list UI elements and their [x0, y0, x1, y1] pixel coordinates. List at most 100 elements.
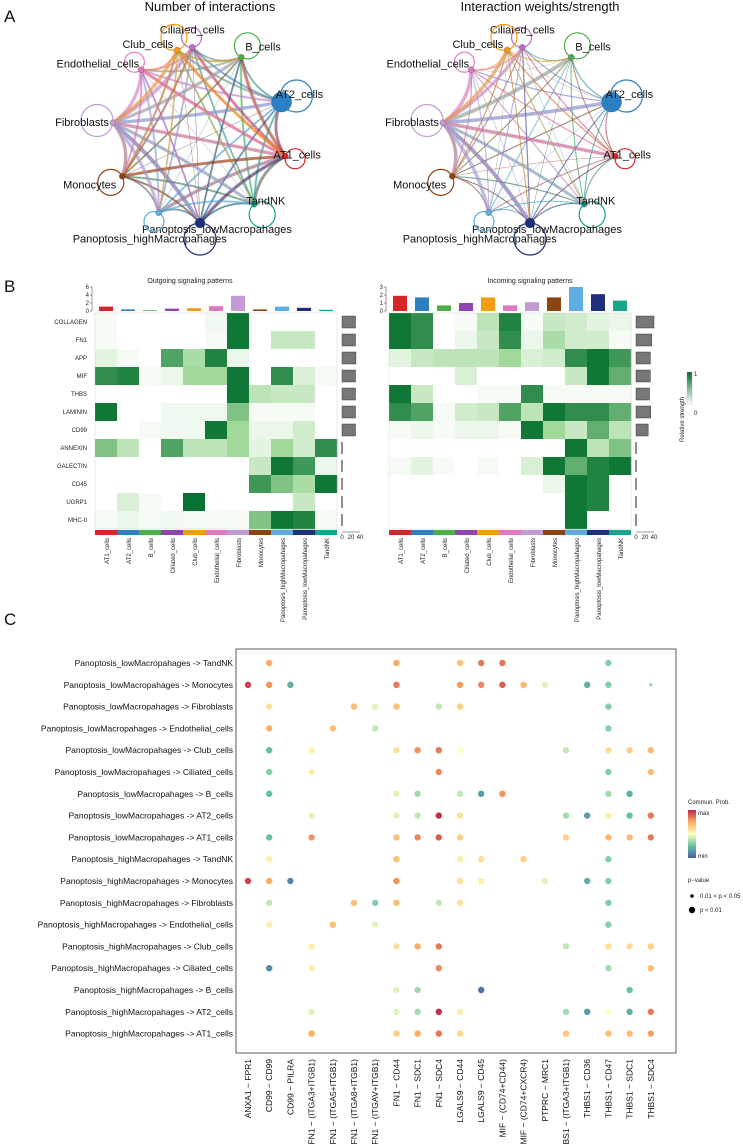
- incoming-cell-GALECTIN-B_cells: [433, 457, 456, 476]
- dot-6-17: [605, 790, 612, 797]
- outgoing-cell-MIF-Monocytes: [249, 367, 272, 386]
- outgoing-color-strip-TandNK: [315, 530, 337, 535]
- dot-14-3: [308, 965, 315, 972]
- pair-label-15: Panoptosis_highMacropahages -> B_cells: [74, 985, 233, 995]
- incoming-cell-MIF-Fibroblasts: [521, 367, 544, 386]
- node-label-AT1_cells: AT1_cells: [603, 149, 651, 161]
- dot-0-12: [499, 659, 506, 667]
- outgoing-total-bar-TandNK: [319, 309, 333, 311]
- heatmap-title-outgoing: Outgoing signaling patterns: [147, 278, 233, 285]
- outgoing-cell-LAMININ-Endothelial_cells: [205, 403, 228, 422]
- outgoing-color-strip-Panoptosis_lowMacropahages: [293, 530, 315, 535]
- outgoing-cell-CD99-TandNK: [315, 421, 338, 440]
- incoming-cell-ANNEXIN-Monocytes: [543, 439, 566, 458]
- dot-12-6: [372, 921, 379, 928]
- incoming-cell-GALECTIN-Panoptosis_highMacropahages: [565, 457, 588, 476]
- incoming-cell-COLLAGEN-Endothelial_cells: [499, 313, 522, 332]
- lr-label-14: PTPRC − MRC1: [540, 1059, 550, 1122]
- node-label-Panoptosis_lowMacropahages: Panoptosis_lowMacropahages: [472, 224, 622, 236]
- network-weight: Ciliated_cells B_cells AT2_cells AT1_cells T…: [385, 23, 654, 256]
- edge-B_cells-to-Club_cells: [176, 49, 242, 63]
- edge-TandNK-to-Monocytes: [122, 175, 255, 206]
- dot-13-15: [562, 943, 570, 950]
- dot-16-10: [456, 1008, 464, 1015]
- outgoing-cell-FN1-Endothelial_cells: [205, 331, 228, 350]
- edge-Panoptosis_highMacropahages-to-TandNK: [488, 200, 585, 214]
- outgoing-cell-COLLAGEN-Panoptosis_lowMacropahages: [293, 313, 316, 332]
- edge-TandNK-to-Panoptosis_highMacropahages: [488, 200, 585, 214]
- lr-label-1: CD99 − CD99: [264, 1059, 274, 1112]
- incoming-row-bar-LAMININ: [635, 405, 652, 419]
- edge-AT1_cells-to-Ciliated_cells: [191, 46, 287, 158]
- dot-4-7: [393, 747, 400, 754]
- self-loop-Endothelial_cells: [123, 51, 145, 73]
- dot-14-19: [647, 965, 654, 972]
- incoming-cell-COLLAGEN-Panoptosis_lowMacropahages: [587, 313, 610, 332]
- edge-Endothelial_cells-to-Ciliated_cells: [471, 46, 523, 71]
- outgoing-cell-FN1-Monocytes: [249, 331, 272, 350]
- outgoing-top-tick-label-2: 4: [86, 293, 90, 299]
- edge-AT2_cells-to-Panoptosis_lowMacropahages: [529, 101, 613, 224]
- lr-label-2: CD99 − PILRA: [285, 1059, 295, 1115]
- dot-14-1: [266, 965, 273, 972]
- dot-12-1: [266, 921, 273, 928]
- edge-AT2_cells-to-Fibroblasts: [442, 100, 612, 125]
- commun-prob-legend: Commun. Prob. max min: [688, 800, 730, 860]
- outgoing-cell-CD99-Ciliated_cells: [161, 421, 184, 440]
- incoming-row-axis-label-0: 0: [634, 535, 638, 541]
- dot-8-18: [626, 834, 633, 841]
- pair-label-4: Panoptosis_lowMacropahages -> Club_cells: [66, 745, 234, 755]
- edge-AT2_cells-to-Monocytes: [122, 101, 282, 177]
- relative-strength-max: 1: [694, 372, 698, 378]
- dot-7-18: [626, 812, 633, 819]
- incoming-cell-CD45-Fibroblasts: [521, 475, 544, 494]
- self-loop-Panoptosis_highMacropahages: [143, 210, 165, 233]
- edge-AT1_cells-to-Monocytes: [122, 155, 286, 178]
- incoming-cell-UGRP1-Ciliated_cells: [455, 493, 478, 512]
- node-label-Panoptosis_highMacropahages: Panoptosis_highMacropahages: [403, 234, 558, 246]
- edge-Panoptosis_lowMacropahages-to-Club_cells: [506, 49, 531, 224]
- edge-Fibroblasts-to-AT2_cells: [442, 100, 612, 125]
- outgoing-cell-GALECTIN-Monocytes: [249, 457, 272, 476]
- network-title-weight: Interaction weights/strength: [461, 0, 620, 14]
- lr-label-9: FN1 − SDC4: [434, 1059, 444, 1108]
- incoming-cell-LAMININ-TandNK: [609, 403, 632, 422]
- pair-label-10: Panoptosis_highMacropahages -> Monocytes: [60, 876, 233, 886]
- outgoing-total-bar-Ciliated_cells: [165, 308, 179, 311]
- outgoing-cell-CD45-Endothelial_cells: [205, 475, 228, 494]
- incoming-cell-LAMININ-B_cells: [433, 403, 456, 422]
- outgoing-cell-APP-B_cells: [139, 349, 162, 368]
- incoming-color-strip-B_cells: [433, 530, 455, 535]
- incoming-cell-LAMININ-Fibroblasts: [521, 403, 544, 422]
- outgoing-cell-MHC-II-TandNK: [315, 511, 338, 530]
- outgoing-cell-ANNEXIN-Club_cells: [183, 439, 206, 458]
- incoming-col-label-Club_cells: Club_cells: [487, 538, 493, 566]
- edge-Monocytes-to-AT2_cells: [452, 101, 612, 177]
- outgoing-cell-GALECTIN-Fibroblasts: [227, 457, 250, 476]
- outgoing-cell-APP-Monocytes: [249, 349, 272, 368]
- dot-17-15: [562, 1030, 570, 1037]
- dot-2-9: [435, 703, 442, 710]
- dot-4-8: [414, 747, 421, 754]
- outgoing-col-label-AT2_cells: AT2_cells: [127, 538, 133, 564]
- dot-3-4: [329, 725, 336, 732]
- dot-10-2: [287, 877, 294, 885]
- edge-TandNK-to-Fibroblasts: [112, 121, 256, 206]
- outgoing-cell-MIF-Fibroblasts: [227, 367, 250, 386]
- node-Ciliated_cells: [519, 44, 526, 51]
- edge-Panoptosis_lowMacropahages-to-TandNK: [529, 202, 585, 224]
- incoming-cell-THBS-AT1_cells: [389, 385, 412, 404]
- edge-Ciliated_cells-to-AT1_cells: [190, 46, 287, 158]
- pathway-label-MHC-II: MHC-II: [68, 518, 87, 524]
- edge-Endothelial_cells-to-AT1_cells: [470, 69, 616, 157]
- node-label-Endothelial_cells: Endothelial_cells: [387, 59, 470, 71]
- incoming-total-bar-Panoptosis_lowMacropahages: [591, 294, 605, 311]
- incoming-cell-CD99-Endothelial_cells: [499, 421, 522, 440]
- edge-B_cells-to-Ciliated_cells: [191, 46, 242, 62]
- outgoing-cell-GALECTIN-Endothelial_cells: [205, 457, 228, 476]
- lr-label-19: THBS1 − SDC4: [646, 1059, 656, 1119]
- lr-label-4: FN1 − (ITGA5+ITGB1): [328, 1059, 338, 1144]
- edge-Monocytes-to-Endothelial_cells: [121, 69, 142, 177]
- dot-4-9: [435, 747, 442, 754]
- incoming-cell-FN1-B_cells: [433, 331, 456, 350]
